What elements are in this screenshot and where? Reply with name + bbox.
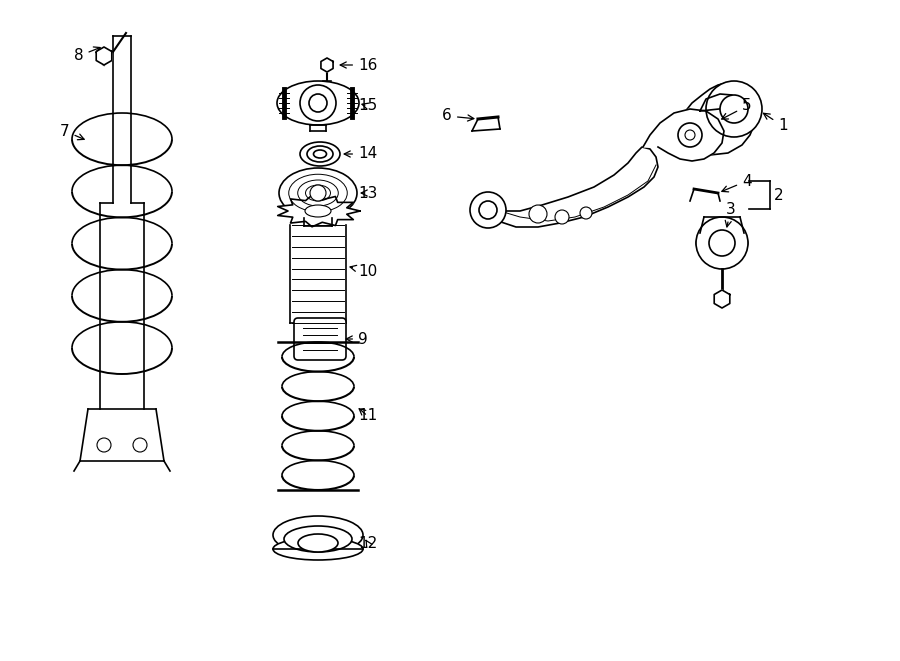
Text: 16: 16	[340, 58, 377, 73]
Polygon shape	[100, 203, 144, 409]
Ellipse shape	[305, 185, 330, 201]
Ellipse shape	[279, 168, 357, 218]
Text: 3: 3	[725, 202, 736, 227]
Text: 1: 1	[763, 113, 788, 134]
Text: 2: 2	[774, 188, 784, 202]
Ellipse shape	[298, 534, 338, 552]
Ellipse shape	[305, 205, 331, 217]
Polygon shape	[700, 94, 738, 111]
Ellipse shape	[696, 230, 748, 256]
Text: 12: 12	[358, 535, 377, 551]
Ellipse shape	[273, 516, 363, 554]
Circle shape	[709, 230, 735, 256]
Ellipse shape	[298, 180, 338, 206]
Text: 6: 6	[442, 108, 473, 124]
Text: 14: 14	[344, 147, 377, 161]
Polygon shape	[715, 290, 730, 308]
Ellipse shape	[307, 146, 333, 162]
Polygon shape	[700, 217, 744, 233]
Circle shape	[479, 201, 497, 219]
Polygon shape	[290, 225, 346, 323]
Polygon shape	[96, 47, 112, 65]
Circle shape	[580, 207, 592, 219]
Ellipse shape	[284, 526, 352, 552]
Text: 15: 15	[358, 98, 377, 114]
Circle shape	[678, 123, 702, 147]
Circle shape	[470, 192, 506, 228]
Ellipse shape	[273, 538, 363, 560]
Text: 5: 5	[722, 98, 752, 119]
Circle shape	[720, 95, 748, 123]
Circle shape	[555, 210, 569, 224]
Text: 8: 8	[74, 47, 100, 63]
Circle shape	[310, 185, 326, 201]
Circle shape	[706, 81, 762, 137]
Polygon shape	[488, 147, 658, 227]
Polygon shape	[80, 409, 164, 461]
Polygon shape	[643, 109, 724, 161]
Circle shape	[133, 438, 147, 452]
Circle shape	[685, 130, 695, 140]
Polygon shape	[321, 58, 333, 72]
Circle shape	[300, 85, 336, 121]
Text: 11: 11	[358, 408, 377, 424]
Text: 7: 7	[60, 124, 85, 139]
Circle shape	[97, 438, 111, 452]
Polygon shape	[113, 36, 131, 203]
Text: 10: 10	[350, 264, 377, 278]
Text: 13: 13	[358, 186, 377, 200]
Polygon shape	[680, 83, 756, 155]
Text: 9: 9	[346, 332, 368, 346]
Circle shape	[309, 94, 327, 112]
Circle shape	[529, 205, 547, 223]
Ellipse shape	[300, 142, 340, 166]
Ellipse shape	[277, 81, 359, 125]
FancyBboxPatch shape	[294, 318, 346, 360]
Circle shape	[696, 217, 748, 269]
Polygon shape	[278, 195, 360, 227]
Text: 4: 4	[722, 173, 752, 192]
Ellipse shape	[313, 150, 327, 158]
Ellipse shape	[289, 175, 347, 212]
